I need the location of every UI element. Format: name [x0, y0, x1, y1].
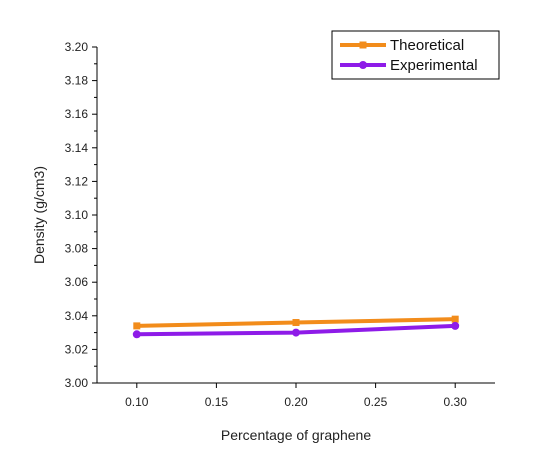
x-tick-label: 0.15 — [205, 395, 229, 409]
series-theoretical — [133, 315, 459, 330]
y-tick-label: 3.10 — [65, 208, 89, 222]
y-tick-label: 3.02 — [65, 342, 89, 356]
data-point — [292, 319, 300, 327]
data-point — [451, 315, 459, 323]
x-tick-label: 0.20 — [284, 395, 308, 409]
x-tick-label: 0.30 — [444, 395, 468, 409]
y-tick-label: 3.04 — [65, 309, 89, 323]
y-tick-label: 3.16 — [65, 107, 89, 121]
y-tick-label: 3.06 — [65, 275, 89, 289]
x-tick-label: 0.25 — [364, 395, 388, 409]
x-axis-label: Percentage of graphene — [221, 427, 371, 443]
legend-marker — [359, 61, 367, 69]
x-tick-label: 0.10 — [125, 395, 149, 409]
legend-box — [331, 30, 500, 80]
series-layer — [132, 315, 460, 339]
data-point — [292, 328, 300, 337]
y-tick-label: 3.18 — [65, 74, 89, 88]
legend-label: Experimental — [390, 57, 478, 74]
y-tick-label: 3.14 — [65, 141, 89, 155]
ticks: 3.00 3.02 3.04 3.06 3.08 3.10 3.12 3.14 3.16 3.18… — [65, 40, 468, 409]
y-tick-label: 3.00 — [65, 376, 89, 390]
data-point — [451, 321, 460, 330]
y-tick-label: 3.12 — [65, 174, 89, 188]
y-tick-label: 3.20 — [65, 40, 89, 54]
data-point — [133, 322, 141, 330]
legend-marker — [359, 41, 367, 49]
legend-item: Theoretical — [340, 37, 464, 54]
legend-label: Theoretical — [390, 37, 464, 54]
series-experimental — [132, 321, 460, 339]
legend-item: Experimental — [340, 57, 478, 74]
y-tick-label: 3.08 — [65, 242, 89, 256]
legend: Theoretical Experimental — [331, 30, 500, 80]
data-point — [132, 330, 141, 339]
y-axis-label: Density (g/cm3) — [31, 166, 47, 264]
